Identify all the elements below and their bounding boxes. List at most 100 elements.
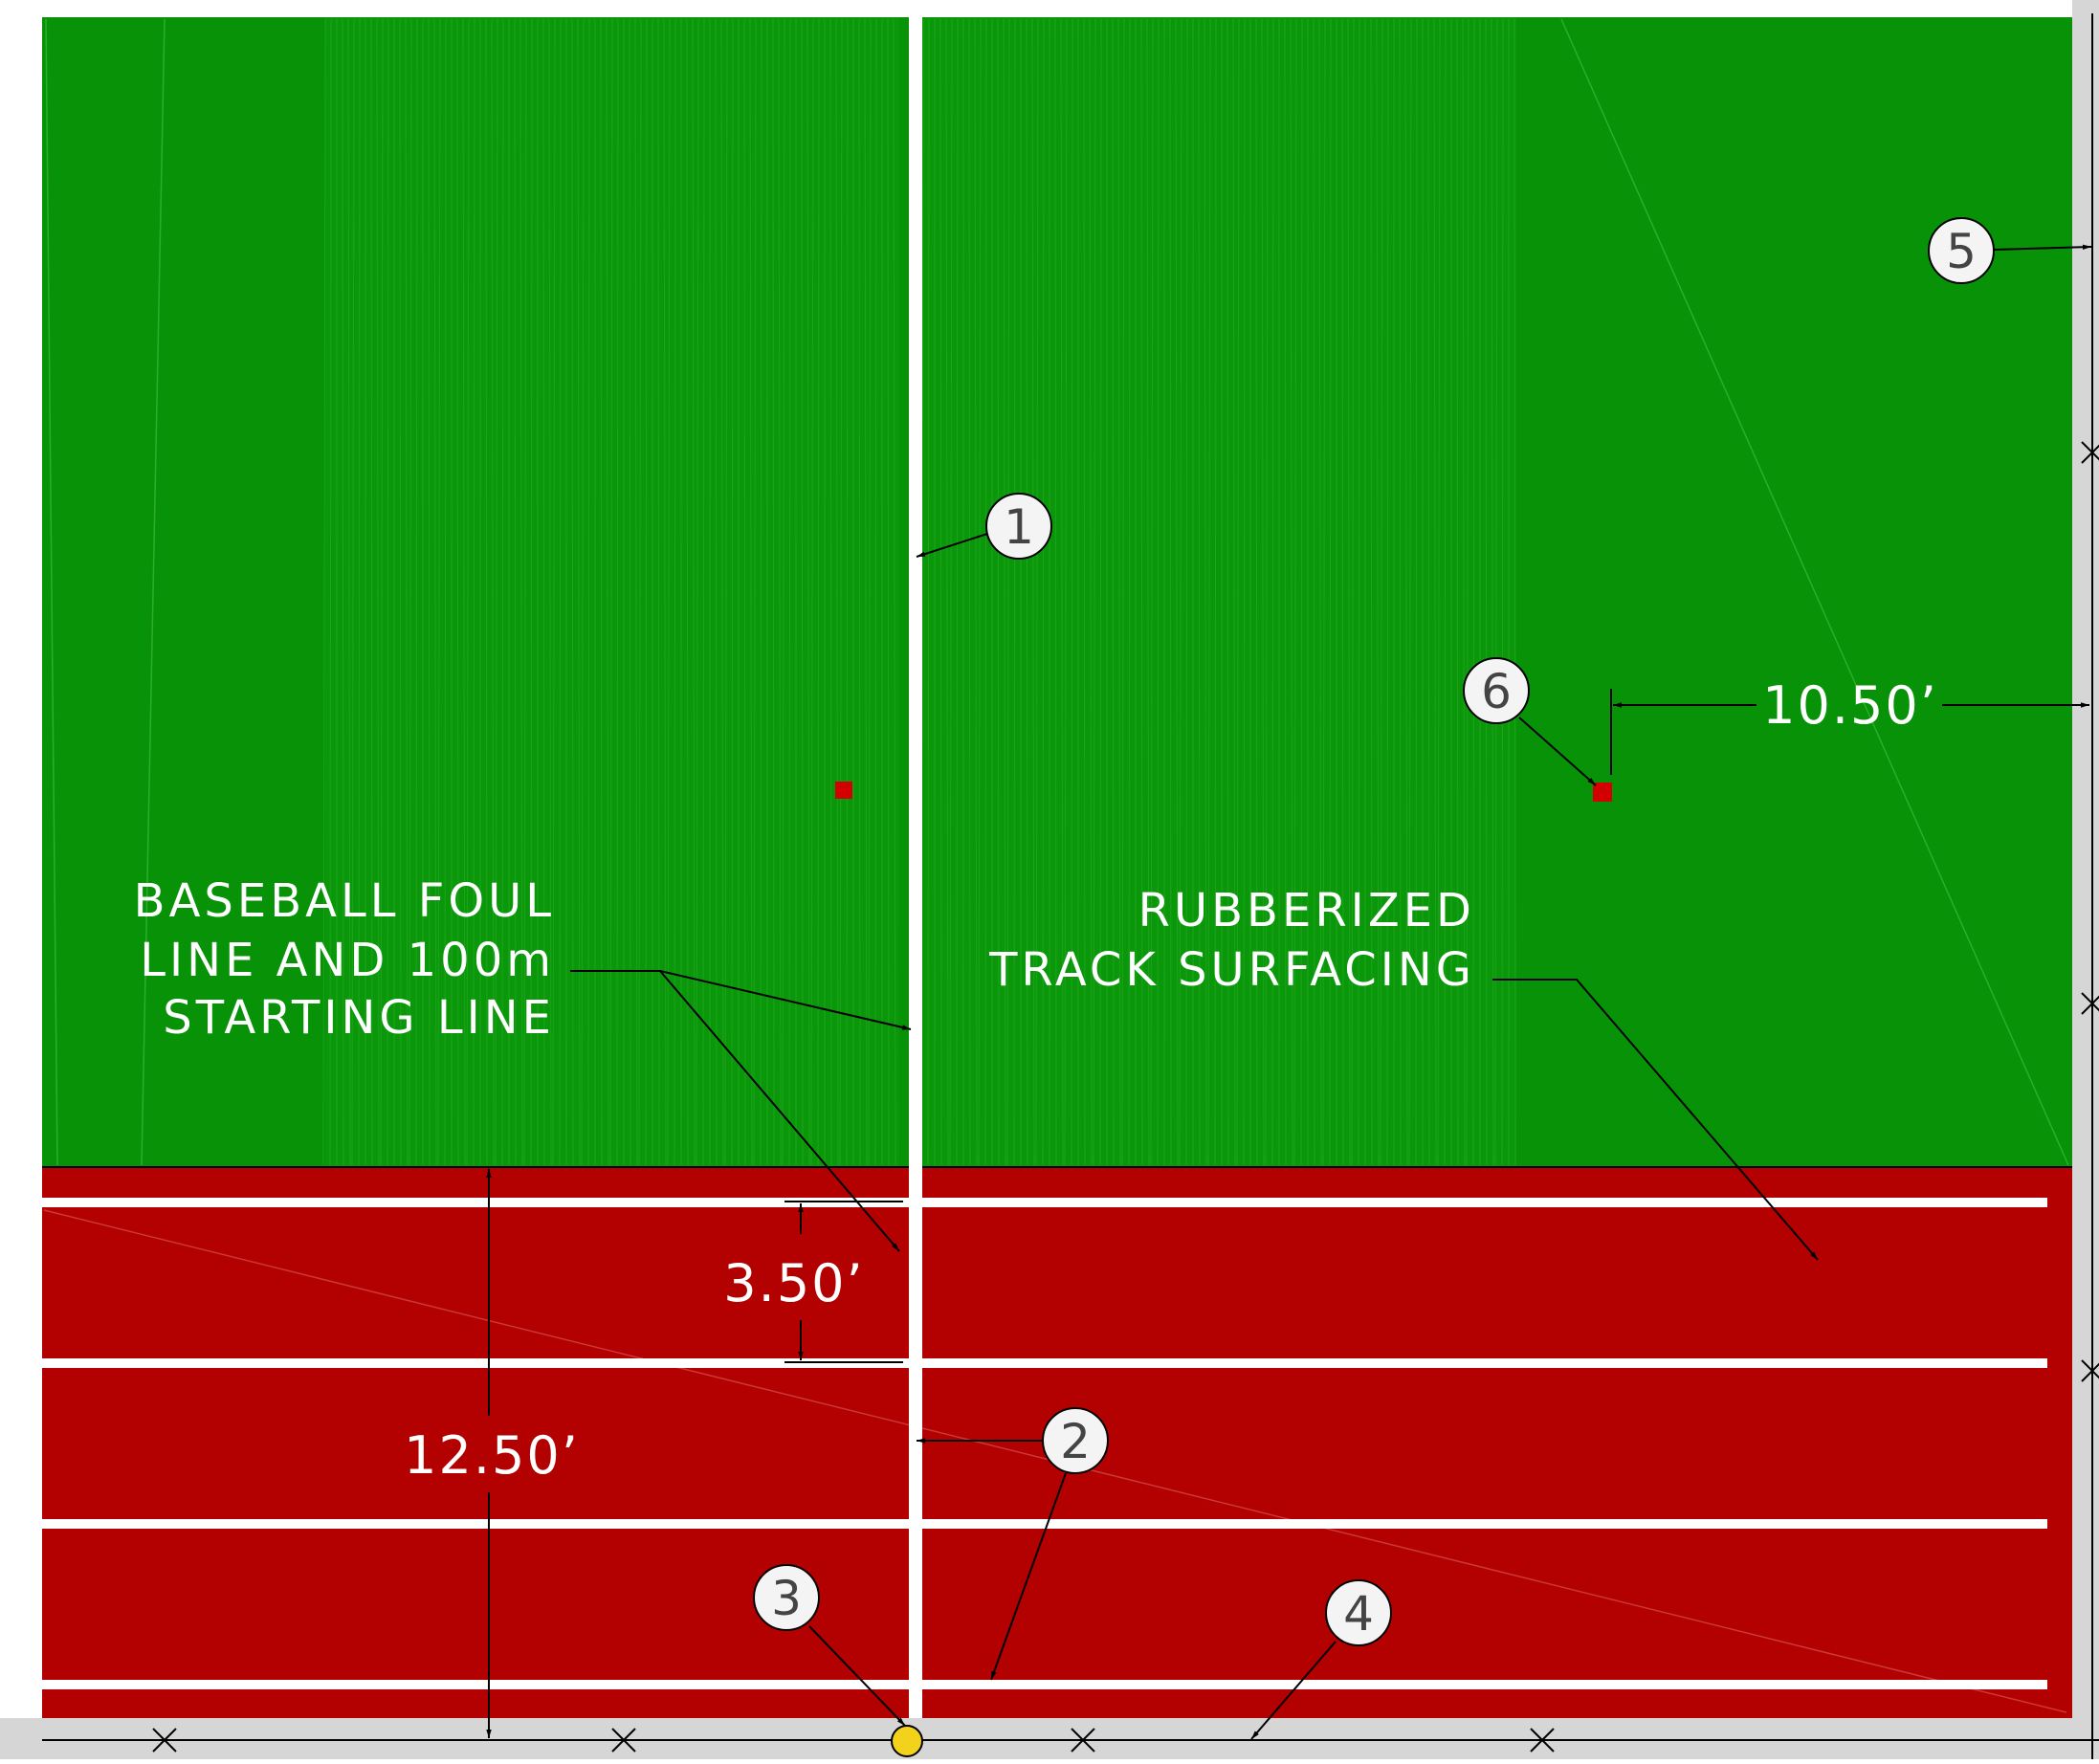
turf-texture-line [1415,18,1418,1166]
turf-texture-line [1207,18,1211,1166]
turf-texture-line [548,18,552,1166]
keynote-1: 1 [985,493,1052,560]
turf-texture-line [1513,18,1516,1166]
turf-texture-line [657,18,660,1166]
turf-stripes [322,18,1516,1166]
turf-texture-line [519,18,523,1166]
turf-texture-line [347,18,351,1166]
note-foul-line-1: BASEBALL FOUL [134,874,555,928]
turf-texture-line [495,18,498,1166]
turf-texture-line [587,18,590,1166]
turf-texture-line [1491,18,1494,1166]
keynote-3: 3 [753,1564,820,1631]
turf-texture-line [1089,18,1093,1166]
turf-texture-line [1003,18,1006,1166]
turf-texture-line [702,18,705,1166]
turf-texture-line [1060,18,1064,1166]
lane-line-3 [42,1519,2047,1529]
turf-texture-line [801,18,804,1166]
keynote-1-number: 1 [1004,499,1034,555]
turf-texture-line [616,18,619,1166]
dimension-offset-label: 10.50’ [1762,675,1938,736]
turf-texture-line [1255,18,1258,1166]
turf-texture-line [874,18,877,1166]
turf-texture-line [1404,18,1408,1166]
foul-line-starting-line [909,17,922,1718]
turf-texture-line [1290,18,1293,1166]
turf-texture-line [1494,18,1498,1166]
note-foul-line-2: LINE AND 100m [140,934,555,987]
leader-keynote-5 [1993,244,2092,251]
turf-texture-line [667,18,671,1166]
turf-texture-line [1236,18,1240,1166]
turf-texture-line [1204,18,1207,1166]
turf-texture-line [444,18,447,1166]
keynote-3-number: 3 [771,1571,802,1626]
turf-texture-line [663,18,667,1166]
turf-texture-line [686,18,689,1166]
turf-texture-line [810,18,814,1166]
turf-texture-line [839,18,843,1166]
marker-square-right [1593,783,1612,802]
turf-texture-line [945,18,949,1166]
turf-texture-line [1175,18,1179,1166]
turf-texture-line [600,18,603,1166]
reference-point-marker [891,1725,923,1757]
turf-texture-line [984,18,987,1166]
turf-texture-line [692,18,696,1166]
turf-texture-line [949,18,953,1166]
turf-texture-line [974,18,978,1166]
turf-texture-line [978,18,982,1166]
turf-texture-line [1179,18,1182,1166]
turf-texture-line [530,18,533,1166]
turf-texture-line [1099,18,1102,1166]
turf-texture-line [782,18,785,1166]
turf-texture-line [1284,18,1287,1166]
turf-texture-line [1444,18,1447,1166]
turf-texture-line [485,18,488,1166]
turf-texture-line [1150,18,1154,1166]
turf-texture-line [358,18,361,1166]
lane-line-1 [42,1198,2047,1207]
turf-texture-line [1386,18,1389,1166]
turf-texture-line [370,18,373,1166]
turf-texture-line [1472,18,1475,1166]
turf-texture-line [581,18,585,1166]
note-track-surface: RUBBERIZED TRACK SURFACING [988,884,1471,997]
turf-texture-line [1140,18,1143,1166]
turf-texture-line [376,18,380,1166]
turf-texture-line [864,18,868,1166]
turf-texture-line [1121,18,1125,1166]
turf-texture-line [968,18,971,1166]
leader-keynote-2b [990,1472,1067,1681]
turf-texture-line [1035,18,1039,1166]
turf-diagonals [45,18,2069,1166]
keynote-6: 6 [1463,657,1530,724]
turf-texture-line [342,18,344,1166]
turf-texture-line [1146,18,1150,1166]
turf-texture-line [1466,18,1469,1166]
turf-texture-line [571,18,574,1166]
turf-texture-line [466,18,470,1166]
marker-square-left [835,782,852,799]
turf-texture-line [1380,18,1383,1166]
turf-texture-line [1198,18,1201,1166]
turf-shading-right [923,17,1516,1167]
turf-texture-line [1226,18,1229,1166]
turf-texture-line [1313,18,1315,1166]
turf-texture-line [724,18,728,1166]
turf-texture-line [1054,18,1057,1166]
turf-texture-line [428,18,431,1166]
keynote-2: 2 [1042,1407,1109,1474]
keynote-6-number: 6 [1481,664,1512,719]
turf-texture-line [456,18,459,1166]
turf-texture-line [829,18,832,1166]
turf-texture-line [1408,18,1412,1166]
turf-texture-line [893,18,896,1166]
turf-texture-line [1232,18,1236,1166]
turf-texture-line [772,18,775,1166]
turf-texture-line [1243,18,1246,1166]
turf-texture-line [380,18,384,1166]
